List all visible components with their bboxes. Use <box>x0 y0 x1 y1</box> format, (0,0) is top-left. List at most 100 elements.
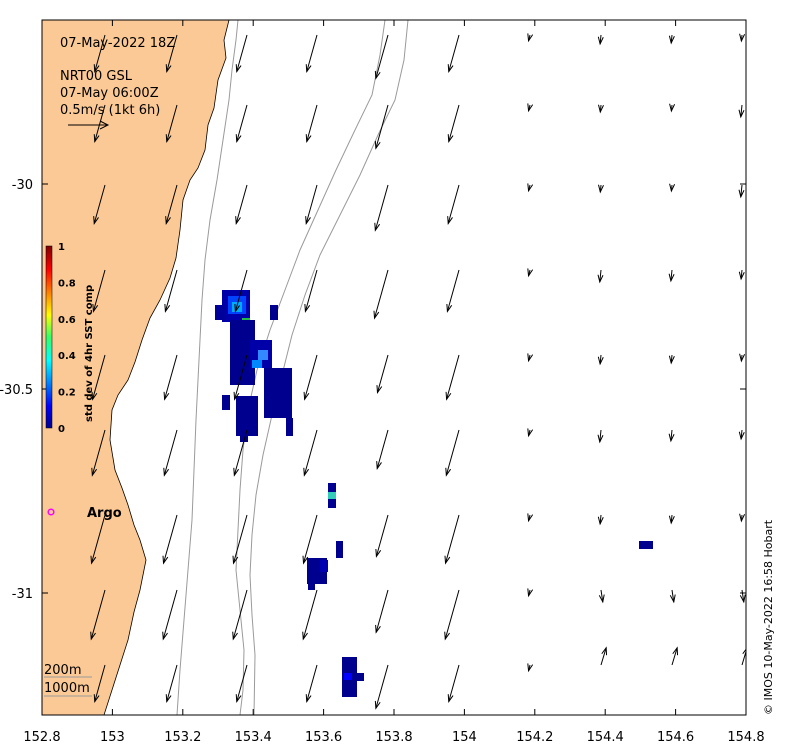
current-vector-head <box>446 303 453 313</box>
current-vector-head <box>445 467 452 477</box>
current-vector-head <box>165 64 172 74</box>
current-vector-head <box>597 36 604 46</box>
current-vector-head <box>303 391 310 401</box>
current-vector-line <box>741 649 746 666</box>
current-vector-line <box>166 664 178 702</box>
current-vector-head <box>235 134 242 144</box>
current-vector-head <box>234 303 241 313</box>
colorbar-tick-label: 1 <box>58 242 65 253</box>
current-vector-head <box>232 555 239 565</box>
current-vector-line <box>446 354 460 400</box>
current-vector-head <box>165 216 171 225</box>
argo-label: Argo <box>87 506 122 521</box>
current-vector-head <box>668 515 675 525</box>
current-vector-head <box>739 594 746 604</box>
current-vector-line <box>233 514 248 564</box>
current-vector-line <box>670 429 673 441</box>
current-vector-line <box>306 34 318 72</box>
current-vector-line <box>670 269 673 281</box>
current-vector-head <box>235 64 242 74</box>
current-vector-line <box>375 664 389 709</box>
current-vector-head <box>374 700 381 710</box>
current-vector-line <box>90 589 106 640</box>
current-vector-head <box>93 694 100 704</box>
x-tick-label: 152.8 <box>23 730 60 745</box>
current-vector-head <box>162 631 168 641</box>
scale-label: 0.5m/s (1kt 6h) <box>60 103 160 118</box>
current-vector-line <box>166 104 178 142</box>
scale-arrow <box>68 120 110 130</box>
current-vector-line <box>303 514 318 564</box>
current-vector-line <box>444 589 460 640</box>
colorbar-label: std dev of 4hr SST comp <box>84 285 95 422</box>
current-vector-line <box>234 269 248 312</box>
current-vector-line <box>303 429 318 476</box>
current-vector-line <box>374 184 389 231</box>
current-vector-line <box>374 269 389 319</box>
x-tick-label: 153.8 <box>375 730 412 745</box>
current-vector-head <box>527 103 534 113</box>
product-label: NRT00 GSL <box>60 69 133 84</box>
isobath-1000m-label: 1000m <box>44 681 90 696</box>
current-vector-line <box>92 354 106 400</box>
current-vector-head <box>162 555 169 565</box>
current-vector-head <box>165 694 172 704</box>
y-tick-label: -30.5 <box>0 383 33 398</box>
current-vector-head <box>90 631 96 641</box>
current-vector-line <box>599 354 602 365</box>
current-vector-line <box>91 514 106 564</box>
land-mass <box>41 19 230 716</box>
current-vector-head <box>302 631 308 641</box>
current-vector-line <box>236 34 248 72</box>
current-vector-head <box>447 694 454 704</box>
current-vector-line <box>375 104 389 149</box>
current-vector-head <box>738 109 745 119</box>
current-vector-line <box>94 664 106 702</box>
x-tick-label: 154.8 <box>727 730 764 745</box>
current-vector-head <box>163 467 170 477</box>
current-vector-head <box>597 516 604 526</box>
current-vector-head <box>445 391 452 401</box>
current-vector-line <box>304 354 318 400</box>
isobath-200m-line <box>176 20 239 715</box>
current-vector-head <box>738 271 745 281</box>
current-vector-head <box>672 646 679 656</box>
current-vector-head <box>738 189 745 199</box>
colorbar-tick-label: 0.2 <box>58 388 76 399</box>
current-vector-head <box>527 268 534 278</box>
current-vector-head <box>597 356 604 366</box>
current-vector-head <box>597 274 604 284</box>
current-vector-head <box>669 594 676 604</box>
current-vector-head <box>305 694 312 704</box>
credit-text: © IMOS 10-May-2022 16:58 Hobart <box>762 519 775 715</box>
x-axis: 152.8 153 153.2 153.4 153.6 153.8 154 154.2 154.… <box>23 20 765 745</box>
current-vector-head <box>375 624 381 634</box>
current-vector-line <box>163 429 178 476</box>
current-vector-line <box>375 589 389 633</box>
colorbar-ticks: 0 0.2 0.4 0.6 0.8 1 <box>58 242 76 435</box>
date-label: 07-May-2022 18Z <box>60 36 175 51</box>
current-vector-head <box>91 391 98 401</box>
current-vector-head <box>233 391 240 401</box>
current-vector-head <box>668 273 675 283</box>
current-vector-head <box>235 694 242 704</box>
current-vector-line <box>671 647 678 666</box>
current-vector-line <box>740 429 743 440</box>
current-vector-head <box>444 631 450 641</box>
argo-float-marker <box>47 508 55 516</box>
current-vector-line <box>671 589 675 602</box>
current-vector-line <box>600 647 607 666</box>
current-vector-head <box>598 184 604 194</box>
x-tick-label: 153.2 <box>164 730 201 745</box>
current-vector-line <box>164 269 178 312</box>
current-vector-head <box>668 355 675 365</box>
current-vector-line <box>600 589 604 602</box>
current-vector-line <box>446 269 460 312</box>
current-vector-line <box>599 34 602 45</box>
current-vector-line <box>93 184 106 224</box>
current-vector-line <box>162 589 178 640</box>
current-vector-line <box>305 184 318 224</box>
current-vector-line <box>235 184 248 224</box>
current-vector-line <box>599 269 602 282</box>
current-vector-head <box>597 434 604 444</box>
